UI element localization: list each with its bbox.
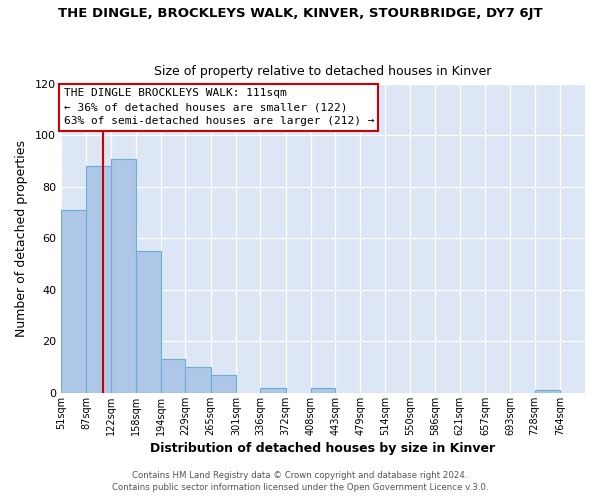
Bar (535, 390, 560, 393)
Bar (311, 388, 335, 393)
Bar (110, 158, 136, 393)
Title: Size of property relative to detached houses in Kinver: Size of property relative to detached ho… (154, 66, 491, 78)
Bar (61, 210, 86, 393)
Bar (86, 166, 110, 393)
Bar (260, 388, 286, 393)
X-axis label: Distribution of detached houses by size in Kinver: Distribution of detached houses by size … (151, 442, 496, 455)
Bar (161, 360, 185, 393)
Text: Contains HM Land Registry data © Crown copyright and database right 2024.
Contai: Contains HM Land Registry data © Crown c… (112, 471, 488, 492)
Text: THE DINGLE, BROCKLEYS WALK, KINVER, STOURBRIDGE, DY7 6JT: THE DINGLE, BROCKLEYS WALK, KINVER, STOU… (58, 8, 542, 20)
Bar (185, 367, 211, 393)
Bar (136, 251, 161, 393)
Bar (211, 375, 236, 393)
Text: THE DINGLE BROCKLEYS WALK: 111sqm
← 36% of detached houses are smaller (122)
63%: THE DINGLE BROCKLEYS WALK: 111sqm ← 36% … (64, 88, 374, 126)
Y-axis label: Number of detached properties: Number of detached properties (15, 140, 28, 337)
